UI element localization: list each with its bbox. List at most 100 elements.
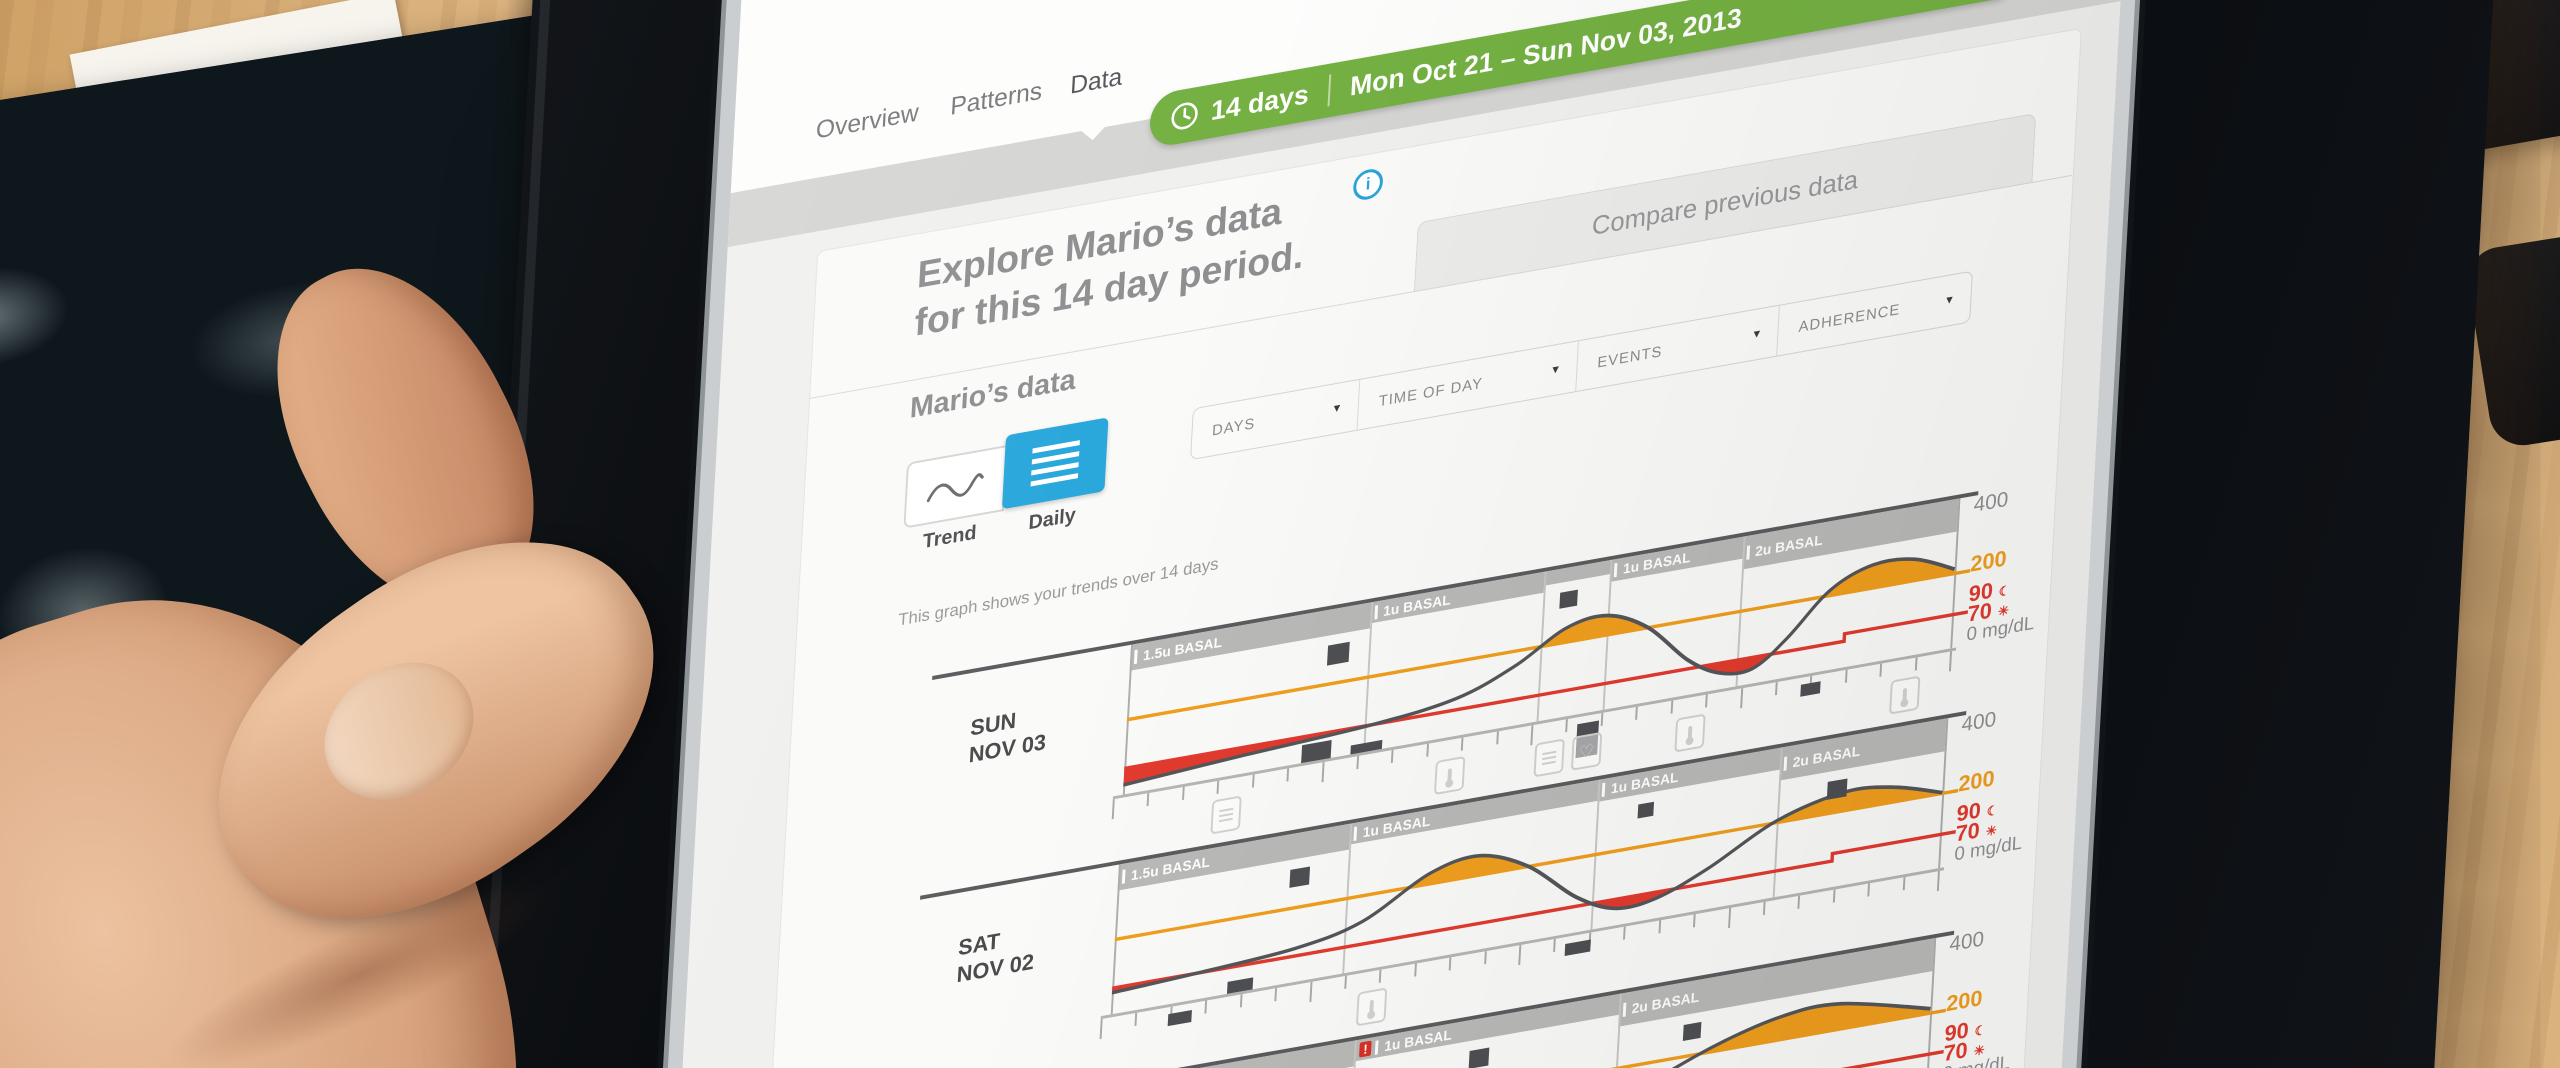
trend-toggle-button[interactable] bbox=[903, 445, 1008, 529]
filter-label: ADHERENCE bbox=[1798, 300, 1901, 336]
axis-tick bbox=[1762, 901, 1766, 916]
badge-duration: 14 days bbox=[1210, 78, 1310, 126]
thermometer-icon bbox=[1447, 767, 1453, 784]
thermometer-icon bbox=[1687, 725, 1693, 741]
axis-tick bbox=[1356, 755, 1360, 770]
axis-tick bbox=[1496, 731, 1499, 745]
axis-tick bbox=[1832, 889, 1836, 903]
event-icon[interactable] bbox=[1355, 987, 1388, 1027]
chevron-down-icon: ▼ bbox=[1943, 293, 1956, 308]
badge-date-range: Mon Oct 21 – Sun Nov 03, 2013 bbox=[1349, 2, 1743, 102]
axis-tick bbox=[1099, 1018, 1103, 1040]
active-tab-notch bbox=[1076, 122, 1110, 143]
day-row: SAT NOV 02 1.5u BASAL 1u BASAL 1u BASAL 2u BA… bbox=[802, 690, 2087, 1068]
thermometer-icon bbox=[1902, 687, 1908, 703]
period-badge[interactable]: 14 days Mon Oct 21 – Sun Nov 03, 2013 bbox=[1148, 0, 2023, 150]
axis-tick bbox=[1600, 712, 1604, 727]
axis-tick bbox=[1797, 895, 1801, 909]
bolus-marker bbox=[1326, 641, 1350, 666]
axis-tick bbox=[1914, 657, 1918, 671]
day-label: SUN NOV 03 bbox=[968, 707, 1047, 768]
daily-list-icon bbox=[1030, 440, 1080, 487]
axis-tick bbox=[1390, 749, 1394, 764]
axis-tick bbox=[1902, 877, 1906, 891]
axis-tick bbox=[1867, 883, 1870, 897]
note-list-icon bbox=[1219, 805, 1234, 825]
axis-tick bbox=[1134, 1012, 1138, 1027]
chevron-down-icon: ▼ bbox=[1549, 363, 1562, 377]
axis-tick bbox=[1635, 706, 1638, 720]
bolus-marker bbox=[1468, 1047, 1489, 1068]
ylabel-200: 200 bbox=[1957, 765, 1996, 797]
axis-tick bbox=[1111, 799, 1115, 820]
axis-tick bbox=[1274, 988, 1278, 1002]
heart-icon: ♡ bbox=[1578, 740, 1595, 763]
axis-tick bbox=[1518, 944, 1522, 966]
event-icon[interactable] bbox=[1889, 675, 1921, 715]
axis-tick bbox=[1728, 907, 1732, 929]
axis-tick bbox=[1740, 688, 1744, 709]
event-icon[interactable] bbox=[1533, 738, 1565, 778]
axis-tick bbox=[1309, 981, 1313, 1003]
axis-tick bbox=[1146, 792, 1150, 807]
glucose-plot bbox=[1099, 1001, 1947, 1068]
clock-icon bbox=[1171, 102, 1198, 130]
thermometer-icon bbox=[1369, 999, 1374, 1015]
axis-tick bbox=[1378, 969, 1382, 983]
tablet-screen: Overview Patterns Data 14 days Mon Oct 21 … bbox=[635, 0, 2168, 1068]
axis-tick bbox=[1565, 719, 1568, 733]
axis-tick bbox=[1553, 938, 1556, 953]
note-list-icon bbox=[1541, 748, 1557, 768]
axis-tick bbox=[1204, 1000, 1208, 1014]
tab-data[interactable]: Data bbox=[1069, 62, 1124, 100]
chevron-down-icon: ▼ bbox=[1751, 327, 1763, 342]
bolus-marker bbox=[1800, 681, 1821, 697]
axis-tick bbox=[1936, 870, 1940, 892]
app-content: Overview Patterns Data 14 days Mon Oct 21 … bbox=[726, 0, 2133, 1068]
bolus-marker bbox=[1564, 939, 1591, 957]
day-row: SUN NOV 03 1.5u BASAL 1u BASAL 1u BASAL 2u BA… bbox=[814, 470, 2099, 915]
axis-tick bbox=[1286, 768, 1290, 782]
glucose-plot bbox=[1123, 557, 1971, 787]
axis-tick bbox=[1448, 957, 1452, 971]
bolus-marker bbox=[1827, 778, 1848, 800]
axis-tick bbox=[1251, 774, 1255, 788]
ylabel-200: 200 bbox=[1969, 545, 2008, 577]
ylabel-400: 400 bbox=[1960, 707, 1997, 737]
axis-tick bbox=[1530, 725, 1534, 746]
event-icon[interactable]: ♡ bbox=[1570, 731, 1603, 771]
axis-tick bbox=[1623, 926, 1626, 940]
ylabel-400: 400 bbox=[1948, 927, 1985, 957]
day-label: SAT NOV 02 bbox=[956, 928, 1035, 988]
axis-tick bbox=[1484, 950, 1487, 965]
axis-tick bbox=[1948, 651, 1953, 672]
tab-patterns[interactable]: Patterns bbox=[949, 76, 1043, 121]
axis-tick bbox=[1658, 920, 1662, 934]
axis-tick bbox=[1344, 975, 1347, 990]
bolus-marker bbox=[1637, 801, 1655, 819]
daily-toggle-button[interactable] bbox=[1001, 417, 1109, 510]
axis-tick bbox=[1414, 963, 1417, 977]
ylabel-400: 400 bbox=[1973, 487, 2009, 517]
axis-tick bbox=[1426, 743, 1429, 757]
axis-tick bbox=[1239, 994, 1243, 1008]
ylabel-200: 200 bbox=[1945, 984, 1984, 1017]
event-icon[interactable] bbox=[1210, 795, 1243, 835]
event-icon[interactable] bbox=[1674, 713, 1706, 753]
axis-tick bbox=[1692, 914, 1696, 928]
trend-line-icon bbox=[926, 473, 984, 503]
axis-tick bbox=[1775, 681, 1778, 696]
filter-label: EVENTS bbox=[1596, 342, 1663, 372]
glucose-plot bbox=[1111, 785, 1959, 995]
axis-tick bbox=[1844, 669, 1848, 683]
bolus-marker bbox=[1682, 1021, 1702, 1042]
event-icon[interactable] bbox=[1434, 755, 1466, 796]
bolus-marker bbox=[1559, 589, 1578, 609]
axis-tick bbox=[1670, 700, 1674, 714]
filter-label: TIME OF DAY bbox=[1378, 374, 1484, 410]
axis-tick bbox=[1460, 737, 1464, 751]
bolus-marker bbox=[1289, 866, 1311, 888]
daily-graphs: SUN NOV 03 1.5u BASAL 1u BASAL 1u BASAL 2u BA… bbox=[860, 0, 2133, 1068]
